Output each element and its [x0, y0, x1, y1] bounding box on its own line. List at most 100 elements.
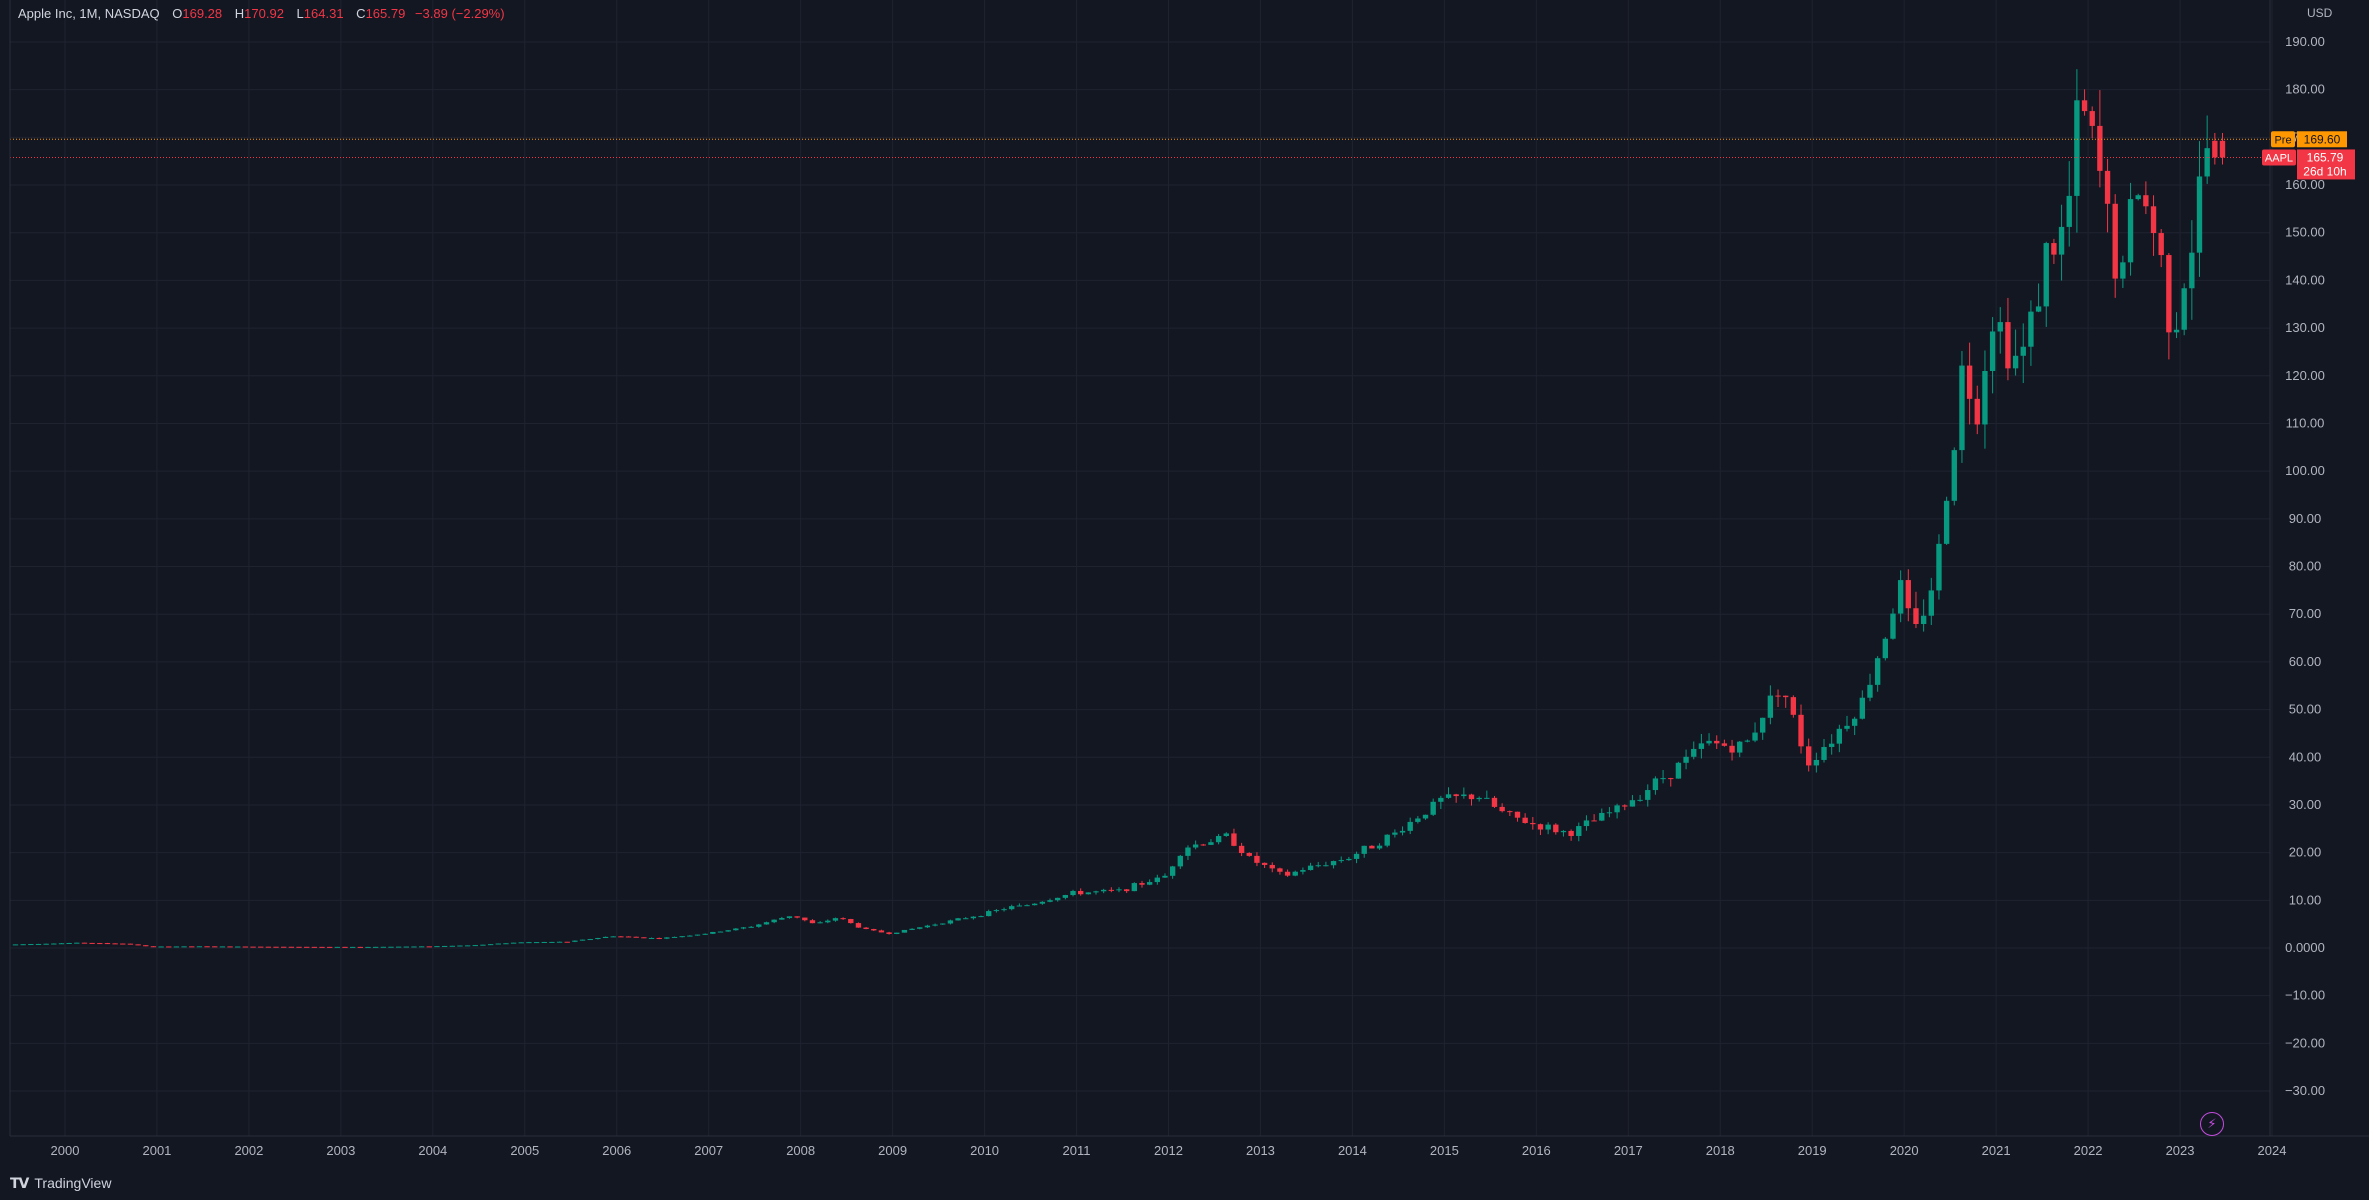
candle-body — [809, 920, 816, 924]
candle-body — [1951, 450, 1957, 501]
candle-body — [725, 930, 731, 932]
candle-body — [135, 944, 141, 946]
currency-label: USD — [2307, 6, 2333, 20]
pre-tag-value-bg — [2297, 131, 2347, 148]
price-tick-label: 40.00 — [2289, 749, 2322, 764]
candle-body — [1146, 882, 1153, 885]
candle-body — [403, 946, 410, 948]
candle-body — [1828, 743, 1835, 747]
brand-name: TradingView — [34, 1175, 112, 1191]
price-tick-label: 130.00 — [2285, 320, 2325, 335]
low-label: L — [296, 6, 304, 21]
candle-body — [1131, 883, 1138, 892]
price-axis[interactable]: 190.00180.00170.00160.00150.00140.00130.… — [2285, 34, 2325, 1098]
candle-body — [1407, 821, 1413, 831]
candle-body — [1307, 865, 1314, 871]
price-tick-label: 50.00 — [2289, 702, 2322, 717]
candle-body — [1415, 818, 1421, 822]
candle-body — [2104, 170, 2111, 204]
candle-body — [487, 944, 494, 946]
candle-body — [120, 943, 126, 945]
candle-body — [51, 943, 57, 945]
candle-body — [35, 943, 42, 945]
candle-body — [2012, 355, 2019, 369]
candle-body — [495, 943, 501, 945]
candle-body — [296, 946, 302, 948]
pre-tag-value: 169.60 — [2304, 132, 2341, 146]
candle-body — [1093, 891, 1099, 893]
time-axis[interactable]: 2000 2001 2002 2003 2004 2005 2006 2007 2008 2009… — [51, 1143, 2287, 1158]
time-tick-label: 2020 — [1890, 1143, 1919, 1158]
candle-body — [1461, 794, 1467, 797]
candle-body — [81, 942, 88, 944]
candle-body — [227, 946, 233, 948]
candle-body — [871, 929, 877, 931]
candle-body — [1445, 794, 1452, 798]
candle-body — [1430, 801, 1436, 815]
candle-body — [28, 944, 34, 946]
candle-body — [480, 944, 486, 946]
candle-body — [2150, 206, 2157, 234]
candle-body — [1238, 845, 1245, 854]
candle-body — [940, 923, 946, 925]
candle-body — [1284, 871, 1291, 876]
candle-body — [1966, 365, 1973, 399]
change-value: −3.89 (−2.29%) — [414, 6, 505, 21]
candle-body — [1085, 892, 1092, 895]
candle-body — [1399, 830, 1406, 833]
time-tick-label: 2024 — [2258, 1143, 2287, 1158]
candle-body — [503, 943, 509, 945]
candle-body — [1139, 883, 1145, 885]
candle-body — [1897, 580, 1904, 614]
candle-body — [2127, 199, 2134, 263]
price-tick-label: −30.00 — [2285, 1083, 2325, 1098]
candle-body — [1522, 817, 1528, 823]
candle-body — [825, 920, 831, 923]
candle-body — [1376, 845, 1383, 849]
candle-body — [1913, 608, 1919, 625]
candle-body — [1192, 844, 1199, 848]
price-tick-label: 10.00 — [2289, 892, 2322, 907]
footer-branding[interactable]: 𝗧𝗩 TradingView — [10, 1172, 111, 1194]
candle-body — [1009, 906, 1015, 910]
time-tick-label: 2016 — [1522, 1143, 1551, 1158]
candle-body — [1476, 797, 1482, 800]
price-tick-label: 0.0000 — [2285, 940, 2325, 955]
candle-body — [1905, 580, 1911, 609]
candle-body — [855, 923, 862, 928]
candle-body — [1032, 903, 1038, 906]
candle-body — [1269, 864, 1275, 869]
price-tick-label: 80.00 — [2289, 559, 2322, 574]
candle-body — [1591, 820, 1597, 822]
candle-body — [1108, 889, 1115, 891]
price-tick-label: 160.00 — [2285, 177, 2325, 192]
price-tick-label: 30.00 — [2289, 797, 2322, 812]
time-tick-label: 2005 — [510, 1143, 539, 1158]
candle-body — [1867, 684, 1873, 698]
candles — [12, 69, 2226, 948]
candle-body — [2135, 195, 2141, 200]
candle-body — [1047, 900, 1053, 902]
candle-body — [2189, 252, 2195, 289]
candle-body — [1499, 806, 1505, 812]
candle-body — [150, 946, 157, 948]
candle-body — [664, 937, 670, 939]
candle-body — [281, 946, 287, 948]
candle-body — [1208, 842, 1214, 845]
candle-body — [932, 924, 938, 926]
candle-body — [1890, 613, 1896, 639]
candle-body — [2196, 176, 2203, 253]
candle-body — [219, 946, 226, 948]
candle-body — [143, 945, 149, 947]
candle-body — [633, 936, 639, 938]
candle-body — [1231, 833, 1237, 846]
high-value: 170.92 — [244, 6, 284, 21]
candle-body — [1384, 834, 1390, 846]
candle-body — [58, 943, 65, 945]
candle-body — [434, 946, 440, 948]
time-tick-label: 2012 — [1154, 1143, 1183, 1158]
candle-body — [679, 936, 685, 938]
candle-body — [2219, 140, 2226, 158]
lightning-icon[interactable]: ⚡ — [2200, 1112, 2224, 1136]
